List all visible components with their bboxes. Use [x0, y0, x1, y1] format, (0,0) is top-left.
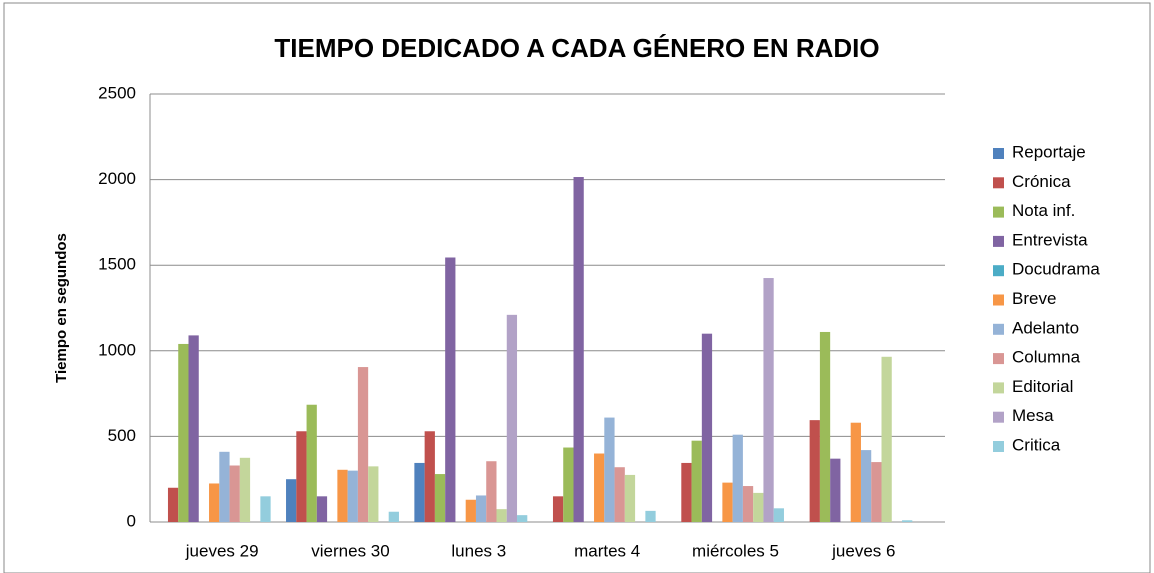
chart-title: TIEMPO DEDICADO A CADA GÉNERO EN RADIO [274, 33, 879, 63]
y-tick-label: 2000 [98, 169, 136, 188]
legend-swatch [993, 265, 1004, 277]
legend-swatch [993, 441, 1004, 452]
bar [732, 434, 743, 522]
bar [167, 487, 179, 522]
legend-swatch [993, 353, 1004, 365]
bar [486, 461, 497, 522]
bar [902, 520, 913, 522]
bar [691, 440, 702, 522]
x-tick-label: miércoles 5 [692, 541, 779, 560]
y-tick-label: 500 [108, 426, 136, 445]
bar [306, 404, 317, 522]
bar [445, 257, 456, 522]
y-tick-label: 2500 [98, 83, 136, 102]
bar [552, 496, 564, 522]
y-tick-label: 1500 [98, 255, 136, 274]
legend-swatch [993, 294, 1004, 306]
bar [506, 314, 518, 522]
bar [624, 474, 636, 522]
x-tick-label: viernes 30 [311, 541, 389, 560]
legend-label: Docudrama [1012, 260, 1100, 279]
bar [604, 417, 615, 522]
y-tick-label: 0 [127, 511, 136, 530]
y-axis-label: Tiempo en segundos [53, 233, 70, 383]
bar [614, 467, 625, 522]
bar [496, 509, 507, 522]
bar [316, 496, 328, 522]
legend-label: Entrevista [1012, 230, 1088, 249]
legend-swatch [993, 177, 1004, 189]
bar [517, 515, 528, 522]
bar [645, 510, 656, 522]
bar [722, 482, 733, 522]
legend-swatch [993, 411, 1004, 423]
bar [819, 331, 831, 522]
bar [475, 495, 487, 522]
legend-label: Reportaje [1012, 142, 1086, 161]
bar [219, 451, 230, 522]
bar [239, 457, 251, 522]
bar [594, 453, 605, 522]
legend-label: Nota inf. [1012, 201, 1075, 220]
bar [742, 486, 754, 522]
bar [296, 431, 307, 522]
legend-label: Critica [1012, 435, 1061, 454]
y-tick-label: 1000 [98, 340, 136, 359]
bar [681, 462, 692, 522]
bar [809, 420, 820, 522]
bar [368, 466, 379, 522]
bar [753, 492, 764, 522]
bar [881, 356, 892, 522]
legend-label: Mesa [1012, 406, 1054, 425]
bar [424, 431, 435, 522]
legend-swatch [993, 323, 1004, 335]
x-tick-label: martes 4 [574, 541, 640, 560]
bar [860, 450, 872, 522]
bar [337, 469, 348, 522]
bar [209, 483, 220, 522]
legend-swatch [993, 382, 1004, 394]
bar [347, 470, 358, 522]
bar [830, 458, 841, 522]
legend-label: Adelanto [1012, 318, 1079, 337]
bar [701, 333, 713, 522]
bar [260, 496, 271, 522]
legend-swatch [993, 148, 1004, 159]
legend-swatch [993, 206, 1004, 218]
bar [388, 511, 399, 522]
x-tick-label: jueves 29 [185, 541, 259, 560]
legend-label: Breve [1012, 289, 1056, 308]
bar [773, 508, 784, 522]
bar [286, 479, 297, 522]
x-tick-label: jueves 6 [831, 541, 895, 560]
bar [188, 335, 199, 522]
legend-label: Editorial [1012, 377, 1073, 396]
bar [229, 465, 240, 522]
legend-swatch [993, 235, 1004, 247]
bar [871, 462, 882, 522]
bar [573, 177, 584, 523]
bar [563, 447, 574, 522]
x-tick-label: lunes 3 [451, 541, 506, 560]
bar [357, 367, 369, 522]
bar [465, 499, 476, 522]
bar [850, 422, 861, 522]
bar [763, 278, 774, 522]
legend-label: Crónica [1012, 172, 1071, 191]
bar [178, 343, 189, 522]
bar [434, 474, 446, 522]
legend-label: Columna [1012, 348, 1081, 367]
bar [414, 462, 425, 522]
